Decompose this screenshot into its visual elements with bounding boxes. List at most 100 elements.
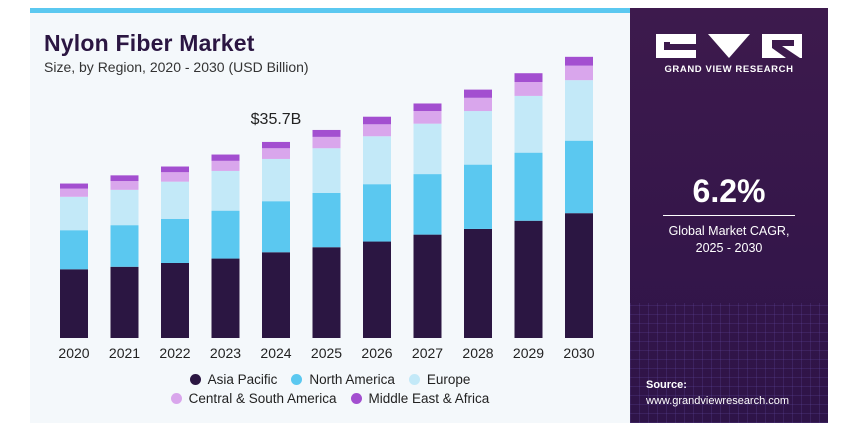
- bar-segment-asia-pacific-2030: [565, 213, 593, 338]
- bar-segment-north-america-2021: [110, 225, 139, 267]
- bar-segment-north-america-2030: [565, 140, 593, 214]
- legend-label-europe: Europe: [426, 372, 471, 387]
- bar-segment-middle-east-africa-2022: [161, 166, 189, 173]
- bar-segment-asia-pacific-2020: [60, 269, 88, 338]
- legend-item-europe: Europe: [408, 372, 471, 387]
- x-tick-label-2029: 2029: [513, 345, 544, 361]
- bar-segment-middle-east-africa-2023: [211, 154, 240, 161]
- legend-swatch-north-america: [291, 374, 303, 385]
- bar-segment-europe-2026: [363, 136, 391, 185]
- chart-title: Nylon Fiber Market: [44, 30, 255, 56]
- legend-swatch-middle-east-africa: [350, 393, 362, 404]
- cagr-value: 6.2%: [692, 173, 766, 209]
- legend-item-middle-east-africa: Middle East & Africa: [350, 391, 490, 406]
- brand-name: GRAND VIEW RESEARCH: [664, 64, 794, 75]
- bar-segment-north-america-2029: [514, 152, 543, 221]
- bar-segment-asia-pacific-2025: [312, 247, 341, 338]
- grand-view-research-logo-icon: [656, 34, 802, 58]
- bar-segment-asia-pacific-2029: [514, 220, 543, 338]
- legend-label-middle-east-africa: Middle East & Africa: [368, 391, 490, 406]
- bar-segment-middle-east-africa-2030: [565, 56, 593, 66]
- bar-segment-asia-pacific-2021: [110, 266, 139, 338]
- cagr-divider: [663, 215, 795, 216]
- legend-swatch-asia-pacific: [189, 374, 201, 385]
- bar-segment-central-south-america-2020: [60, 188, 88, 197]
- cagr-label: Global Market CAGR, 2025 - 2030: [630, 223, 828, 257]
- bar-segment-central-south-america-2021: [110, 181, 139, 190]
- bar-segment-central-south-america-2023: [211, 160, 240, 171]
- bar-segment-north-america-2022: [161, 218, 189, 263]
- legend-label-central-south-america: Central & South America: [188, 391, 337, 406]
- bar-segment-europe-2027: [413, 123, 442, 175]
- chart-subtitle: Size, by Region, 2020 - 2030 (USD Billio…: [44, 59, 309, 75]
- x-tick-label-2027: 2027: [412, 345, 443, 361]
- bar-segment-europe-2021: [110, 189, 139, 226]
- decorative-grid: [630, 303, 828, 423]
- bar-segment-europe-2022: [161, 181, 189, 219]
- bar-segment-asia-pacific-2028: [464, 228, 492, 338]
- bar-segment-europe-2024: [262, 158, 290, 202]
- legend-label-asia-pacific: Asia Pacific: [207, 372, 278, 387]
- bar-segment-middle-east-africa-2026: [363, 116, 391, 125]
- bar-segment-europe-2030: [565, 80, 593, 141]
- source-url[interactable]: www.grandviewresearch.com: [646, 395, 790, 407]
- legend-swatch-central-south-america: [170, 393, 182, 404]
- legend-label-north-america: North America: [309, 372, 395, 387]
- bar-segment-asia-pacific-2027: [413, 234, 442, 338]
- stacked-bar-chart: 2020 2021 2022 2023 2024 $35.7B 2025 2026 2027 20…: [58, 56, 595, 361]
- bar-segment-north-america-2020: [60, 230, 88, 270]
- bar-segment-north-america-2025: [312, 193, 341, 248]
- bar-segment-asia-pacific-2022: [161, 262, 189, 338]
- legend-row-1: Asia Pacific North America Europe: [30, 372, 630, 387]
- cagr-label-line-1: Global Market CAGR,: [668, 224, 790, 238]
- bar-segment-middle-east-africa-2025: [312, 129, 341, 137]
- x-tick-label-2024: 2024: [260, 345, 291, 361]
- legend-item-north-america: North America: [291, 372, 395, 387]
- bar-segment-central-south-america-2022: [161, 172, 189, 182]
- bar-segment-central-south-america-2029: [514, 82, 543, 96]
- x-tick-label-2025: 2025: [311, 345, 342, 361]
- bar-segment-middle-east-africa-2021: [110, 175, 139, 182]
- legend: Asia Pacific North America Europe Centra…: [30, 372, 630, 410]
- x-tick-label-2023: 2023: [210, 345, 241, 361]
- bar-segment-europe-2023: [211, 170, 240, 211]
- legend-item-central-south-america: Central & South America: [170, 391, 337, 406]
- cagr-label-line-2: 2025 - 2030: [695, 241, 763, 255]
- bar-segment-europe-2020: [60, 196, 88, 231]
- bar-segment-asia-pacific-2023: [211, 258, 240, 338]
- legend-swatch-europe: [408, 374, 420, 385]
- side-panel: GRAND VIEW RESEARCH 6.2% Global Market C…: [630, 8, 828, 423]
- bar-segment-europe-2028: [464, 111, 492, 165]
- bar-segment-north-america-2028: [464, 164, 492, 229]
- bar-segment-europe-2029: [514, 95, 543, 153]
- legend-item-asia-pacific: Asia Pacific: [189, 372, 278, 387]
- x-tick-label-2030: 2030: [563, 345, 594, 361]
- bar-segment-middle-east-africa-2028: [464, 89, 492, 98]
- infographic-card: Nylon Fiber Market Size, by Region, 2020…: [30, 8, 828, 423]
- bar-segment-north-america-2027: [413, 174, 442, 235]
- bar-segment-asia-pacific-2024: [262, 252, 290, 338]
- bar-segment-central-south-america-2025: [312, 136, 341, 149]
- x-tick-label-2026: 2026: [361, 345, 392, 361]
- bar-segment-north-america-2023: [211, 210, 240, 259]
- chart-panel: Nylon Fiber Market Size, by Region, 2020…: [30, 8, 630, 423]
- x-tick-label-2020: 2020: [58, 345, 89, 361]
- bar-segment-central-south-america-2027: [413, 111, 442, 124]
- bar-segment-central-south-america-2030: [565, 65, 593, 81]
- source-label: Source:: [646, 379, 687, 391]
- top-accent-bar: [30, 8, 630, 13]
- data-annotation-2024: $35.7B: [251, 111, 302, 128]
- legend-row-2: Central & South America Middle East & Af…: [30, 391, 630, 406]
- bar-segment-middle-east-africa-2024: [262, 141, 290, 149]
- x-tick-label-2022: 2022: [159, 345, 190, 361]
- x-tick-label-2021: 2021: [109, 345, 140, 361]
- bar-segment-north-america-2026: [363, 184, 391, 242]
- bar-segment-asia-pacific-2026: [363, 241, 391, 338]
- bar-segment-europe-2025: [312, 148, 341, 193]
- bar-segment-middle-east-africa-2020: [60, 183, 88, 189]
- x-tick-label-2028: 2028: [462, 345, 493, 361]
- bar-segment-middle-east-africa-2027: [413, 103, 442, 112]
- bar-segment-central-south-america-2024: [262, 148, 290, 159]
- bar-segment-central-south-america-2028: [464, 97, 492, 112]
- bar-segment-central-south-america-2026: [363, 124, 391, 137]
